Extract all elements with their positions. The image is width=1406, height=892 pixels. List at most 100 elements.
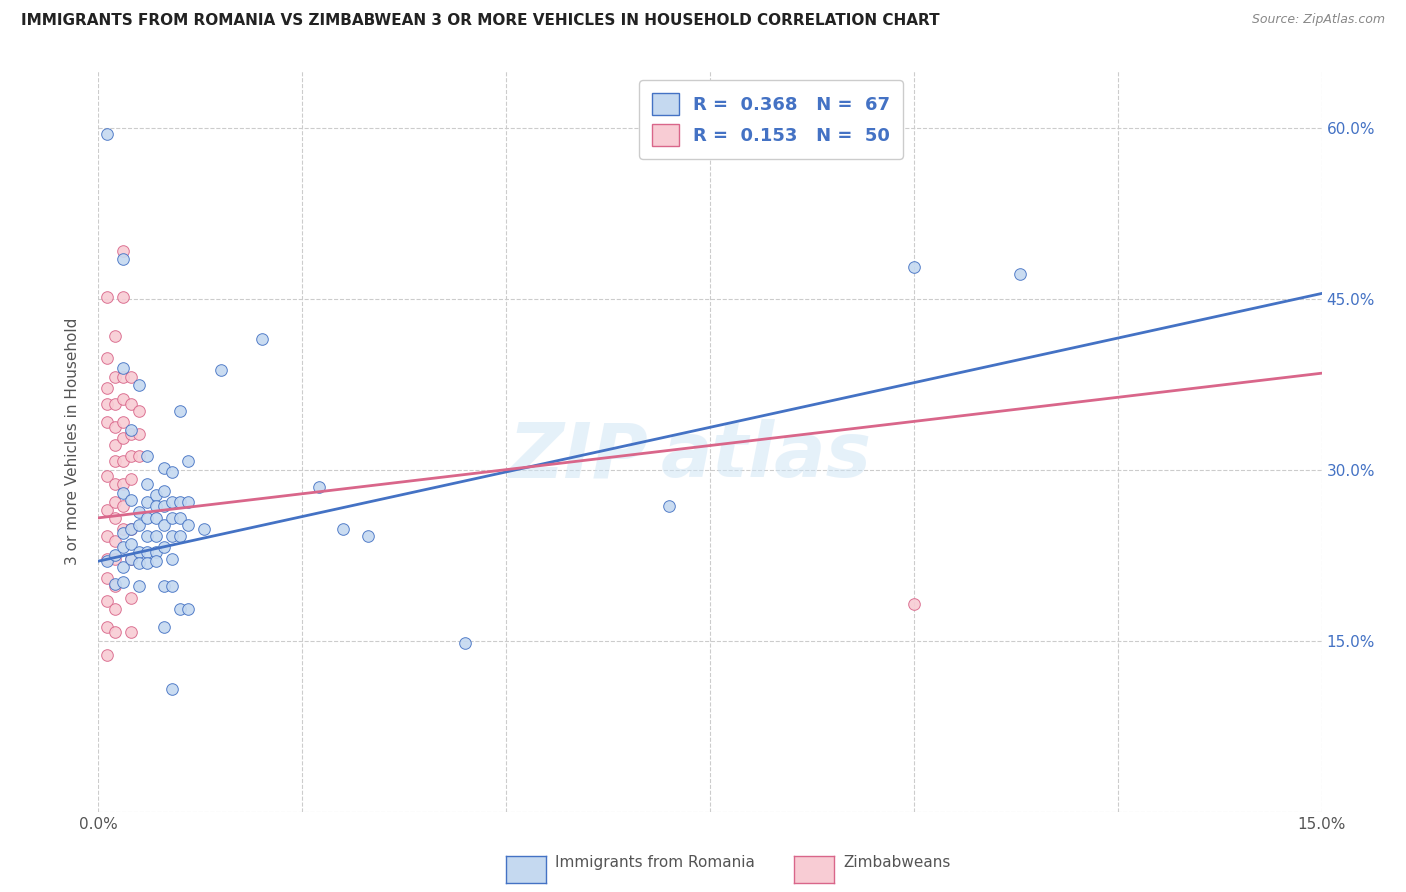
Point	[177, 517, 200, 532]
Point	[160, 495, 183, 509]
Point	[104, 328, 127, 343]
Point	[160, 552, 183, 566]
Point	[136, 557, 159, 571]
Point	[250, 332, 273, 346]
Point	[128, 505, 150, 519]
Y-axis label: 3 or more Vehicles in Household: 3 or more Vehicles in Household	[65, 318, 80, 566]
Point	[136, 495, 159, 509]
Point	[120, 522, 142, 536]
Point	[120, 591, 142, 605]
Text: Source: ZipAtlas.com: Source: ZipAtlas.com	[1251, 13, 1385, 27]
Point	[308, 480, 330, 494]
Point	[128, 517, 150, 532]
Point	[104, 577, 127, 591]
Point	[152, 517, 174, 532]
Point	[120, 426, 142, 441]
Point	[120, 552, 142, 566]
Point	[903, 260, 925, 275]
Point	[104, 533, 127, 548]
Point	[96, 571, 118, 585]
Point	[152, 579, 174, 593]
Point	[454, 636, 477, 650]
Point	[136, 476, 159, 491]
Point	[96, 468, 118, 483]
Point	[96, 381, 118, 395]
Point	[104, 476, 127, 491]
Point	[160, 465, 183, 479]
Point	[120, 537, 142, 551]
Point	[128, 579, 150, 593]
Point	[111, 244, 134, 259]
Point	[209, 363, 232, 377]
Point	[96, 127, 118, 141]
Point	[169, 529, 191, 543]
Point	[111, 454, 134, 468]
Point	[136, 450, 159, 464]
Point	[1008, 267, 1031, 281]
Point	[145, 488, 167, 502]
Point	[145, 500, 167, 514]
Point	[145, 511, 167, 525]
Point	[96, 397, 118, 411]
Point	[152, 541, 174, 555]
Legend: R =  0.368   N =  67, R =  0.153   N =  50: R = 0.368 N = 67, R = 0.153 N = 50	[640, 80, 903, 159]
Point	[128, 450, 150, 464]
Point	[96, 351, 118, 366]
Point	[104, 511, 127, 525]
Point	[152, 460, 174, 475]
Point	[104, 438, 127, 452]
Point	[169, 511, 191, 525]
Point	[104, 419, 127, 434]
Point	[111, 541, 134, 555]
Point	[111, 522, 134, 536]
Point	[136, 545, 159, 559]
Text: IMMIGRANTS FROM ROMANIA VS ZIMBABWEAN 3 OR MORE VEHICLES IN HOUSEHOLD CORRELATIO: IMMIGRANTS FROM ROMANIA VS ZIMBABWEAN 3 …	[21, 13, 939, 29]
Point	[104, 579, 127, 593]
Point	[145, 545, 167, 559]
Point	[104, 624, 127, 639]
Point	[152, 620, 174, 634]
Point	[111, 252, 134, 267]
Point	[128, 545, 150, 559]
Text: Zimbabweans: Zimbabweans	[844, 855, 950, 870]
Point	[160, 579, 183, 593]
Point	[177, 495, 200, 509]
Point	[111, 392, 134, 407]
Point	[136, 529, 159, 543]
Point	[120, 450, 142, 464]
Point	[193, 522, 215, 536]
Point	[111, 559, 134, 574]
Point	[128, 404, 150, 418]
Point	[120, 369, 142, 384]
Point	[104, 602, 127, 616]
Point	[658, 500, 681, 514]
Point	[111, 525, 134, 540]
Text: ZIP: ZIP	[509, 419, 650, 493]
Point	[104, 549, 127, 563]
Point	[160, 681, 183, 696]
Point	[169, 495, 191, 509]
Point	[903, 598, 925, 612]
Point	[111, 500, 134, 514]
Point	[111, 431, 134, 445]
Point	[332, 522, 354, 536]
Point	[169, 404, 191, 418]
Point	[128, 557, 150, 571]
Point	[160, 511, 183, 525]
Text: Immigrants from Romania: Immigrants from Romania	[555, 855, 755, 870]
Point	[96, 290, 118, 304]
Point	[104, 454, 127, 468]
Point	[96, 552, 118, 566]
Point	[120, 552, 142, 566]
Point	[120, 522, 142, 536]
Point	[111, 574, 134, 589]
Point	[96, 648, 118, 662]
Point	[104, 397, 127, 411]
Point	[96, 415, 118, 429]
Point	[104, 552, 127, 566]
Point	[169, 602, 191, 616]
Point	[356, 529, 378, 543]
Point	[128, 377, 150, 392]
Point	[111, 290, 134, 304]
Point	[96, 554, 118, 568]
